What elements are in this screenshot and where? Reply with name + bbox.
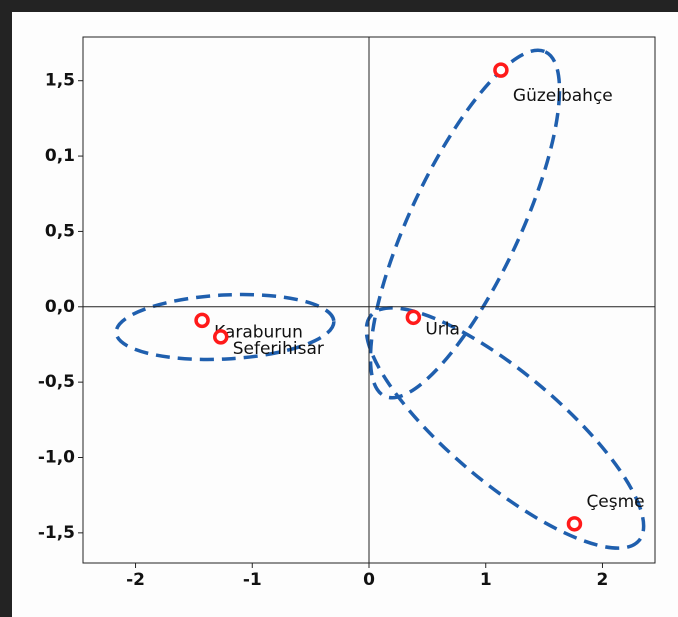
point (212, 329, 229, 345)
y-tick-label: 1,5 (45, 71, 75, 91)
panel (12, 12, 678, 617)
ellipse (364, 306, 646, 550)
ellipse (368, 48, 562, 400)
x-tick-label: 2 (597, 570, 609, 590)
point-label: Çeşme (586, 492, 644, 512)
y-tick-label: -1,0 (38, 447, 75, 467)
y-tick-label: -0,5 (38, 372, 75, 392)
x-tick-label: 0 (363, 570, 375, 590)
ellipses (114, 48, 646, 550)
x-tick-label: -2 (126, 570, 145, 590)
point (194, 312, 210, 329)
point-label: Urla (425, 319, 460, 339)
point (566, 516, 583, 532)
x-tick-label: 1 (480, 570, 492, 590)
y-tick-label: 0,1 (45, 146, 75, 166)
point-label: Güzelbahçe (513, 86, 613, 106)
x-tick-label: -1 (243, 570, 262, 590)
ellipse (114, 292, 336, 362)
point-label: Seferihisar (233, 339, 324, 359)
y-tick-label: 0,5 (45, 221, 75, 241)
y-tick-label: 0,0 (45, 297, 75, 317)
point (493, 62, 509, 78)
y-tick-label: -1,5 (38, 523, 75, 543)
point-label: Karaburun (214, 322, 303, 342)
point (405, 309, 422, 326)
